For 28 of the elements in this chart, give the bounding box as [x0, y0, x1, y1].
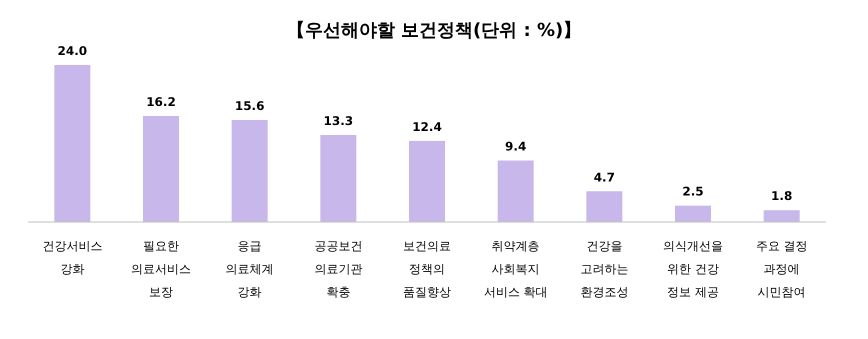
data-label: 1.8	[771, 189, 792, 204]
bar	[54, 65, 90, 222]
bar	[675, 206, 711, 222]
x-tick-label: 건강서비스 강화	[42, 239, 102, 276]
bar	[232, 120, 268, 222]
x-tick-label: 공공보건 의료기관 확충	[314, 239, 362, 299]
data-label: 2.5	[682, 184, 704, 199]
bar	[320, 134, 356, 222]
bar	[586, 191, 622, 222]
bar	[143, 116, 179, 222]
x-tick-label: 필요한 의료서비스 보장	[131, 239, 191, 299]
x-tick-label: 주요 결정 과정에 시민참여	[756, 239, 808, 299]
x-tick-label: 건강을 고려하는 환경조성	[580, 239, 628, 299]
data-label: 24.0	[58, 44, 88, 58]
bar	[409, 140, 445, 222]
x-tick-label: 응급 의료체계 강화	[226, 239, 274, 299]
x-tick-label: 취약계층 사회복지 서비스 확대	[484, 239, 548, 299]
data-label: 12.4	[412, 120, 442, 134]
chart-title: 【우선해야할 보건정책(단위 : %)】	[286, 20, 582, 41]
data-label: 4.7	[594, 170, 615, 184]
x-tick-label: 의식개선을 위한 건강 정보 제공	[663, 239, 723, 299]
data-label: 15.6	[234, 98, 264, 113]
data-label: 16.2	[146, 95, 176, 110]
data-label: 13.3	[324, 114, 354, 128]
data-label: 9.4	[505, 140, 526, 154]
x-tick-label: 보건의료 정책의 품질향상	[403, 239, 451, 299]
bar	[764, 210, 800, 222]
bar	[498, 160, 534, 222]
